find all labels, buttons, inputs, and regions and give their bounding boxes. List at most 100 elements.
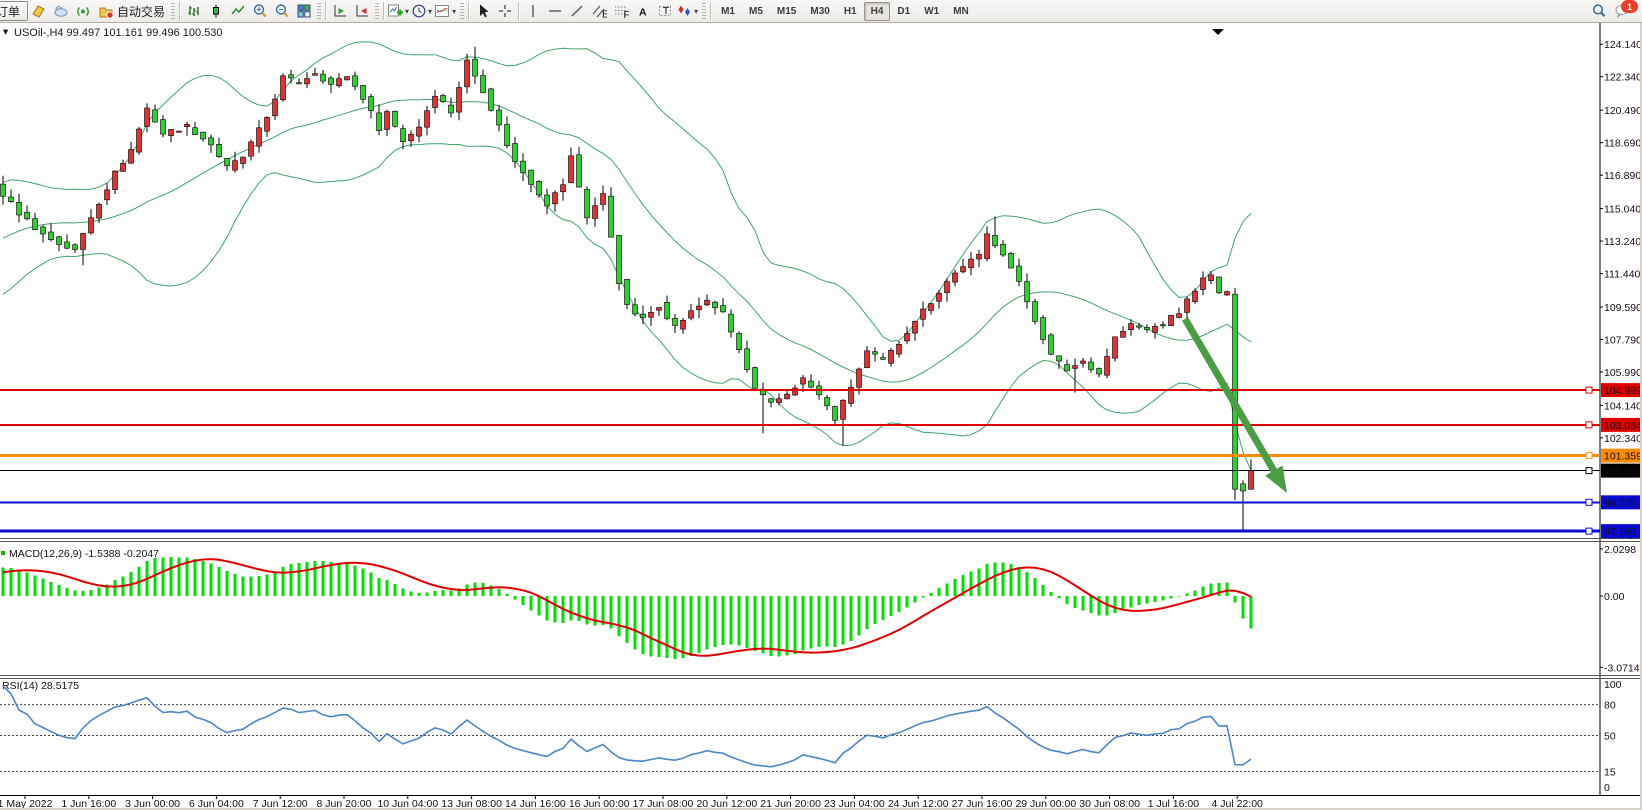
candle-body [344, 76, 350, 81]
bollinger-upper [2, 41, 1252, 342]
bar-chart-mode-icon[interactable] [183, 1, 205, 21]
tab-timeframe-mn[interactable]: MN [953, 5, 969, 17]
line-handle[interactable] [1585, 498, 1593, 506]
candle-body [488, 88, 494, 111]
candle-body [360, 84, 366, 100]
macd-legend-swatch [1, 551, 5, 555]
cursor-icon[interactable] [472, 1, 494, 21]
candlestick-mode-icon[interactable] [205, 1, 227, 21]
periods-button[interactable]: ▾ [411, 3, 434, 19]
tab-timeframe-d1[interactable]: D1 [897, 5, 911, 17]
new-chart-button[interactable]: ▾ [387, 3, 411, 19]
candle-body [944, 281, 950, 294]
price-tick-label: 113.240 [1604, 236, 1641, 248]
tab-timeframe-m1[interactable]: M1 [721, 5, 735, 17]
price-chart[interactable]: ▾ USOil-,H4 99.497 101.161 99.496 100.53… [0, 23, 1642, 810]
search-icon[interactable] [1588, 1, 1610, 21]
chart-shift-icon[interactable] [329, 1, 351, 21]
last-bar-marker[interactable] [1212, 29, 1224, 35]
fibonacci-tool-icon[interactable]: F [610, 1, 632, 21]
time-tick-label: 24 Jun 12:00 [888, 798, 949, 810]
candle-body [352, 75, 358, 87]
rsi-label: RSI(14) 28.5175 [2, 680, 79, 692]
candle-body [48, 231, 54, 240]
price-line-label [1601, 524, 1641, 539]
candle-body [688, 310, 694, 319]
candle-body [608, 195, 614, 238]
price-tick-label: 120.490 [1604, 105, 1642, 117]
autotrading-label: 自动交易 [117, 4, 166, 19]
signals-icon[interactable] [72, 1, 94, 21]
candle-body [1184, 298, 1190, 313]
candle-body [504, 124, 510, 147]
line-handle[interactable] [1585, 421, 1593, 429]
candle-body [168, 129, 174, 136]
text-tool-icon[interactable]: A [632, 1, 654, 21]
svg-text:T: T [663, 5, 670, 17]
tab-timeframe-m5[interactable]: M5 [749, 5, 763, 17]
tab-timeframe-w1[interactable]: W1 [924, 5, 940, 17]
price-tick-label: 124.140 [1604, 39, 1642, 51]
new-order-button[interactable]: 订单 [0, 1, 29, 21]
vertical-line-tool-icon[interactable] [522, 1, 544, 21]
price-line-label-text: 101.359 [1604, 451, 1642, 463]
candle-body [616, 235, 622, 285]
horizontal-line-tool-icon[interactable] [544, 1, 566, 21]
trendline-tool-icon[interactable] [566, 1, 588, 21]
trend-arrow-head[interactable] [1265, 465, 1287, 494]
time-axis[interactable]: 1 May 2022 1 Jun 16:00 3 Jun 00:00 6 Jun 04… [0, 795, 1263, 810]
price-line-label-text: 100.530 [1604, 466, 1642, 478]
tile-windows-icon[interactable] [293, 1, 315, 21]
candle-body [1032, 301, 1038, 322]
time-tick-label: 8 Jun 20:00 [317, 798, 372, 810]
auto-scroll-icon[interactable] [351, 1, 373, 21]
chart-area[interactable]: ▾ USOil-,H4 99.497 101.161 99.496 100.53… [0, 23, 1642, 810]
macd-pane[interactable] [1, 557, 1253, 659]
notifications-button[interactable]: 1 [1610, 0, 1638, 21]
candle-body [1080, 360, 1086, 364]
rsi-pane[interactable] [0, 685, 1600, 773]
main-pane[interactable] [0, 41, 1254, 531]
candle-body [952, 272, 958, 283]
candle-body [104, 189, 110, 201]
svg-text:F: F [624, 9, 630, 19]
chevron-down-icon: ▾ [428, 6, 433, 16]
tab-timeframe-h1[interactable]: H1 [843, 5, 857, 17]
line-handle[interactable] [1585, 386, 1593, 394]
candle-body [712, 301, 718, 309]
candle-body [336, 78, 342, 87]
trend-arrow-shaft[interactable] [1181, 317, 1277, 473]
zoom-in-icon[interactable] [249, 1, 271, 21]
candle-body [1168, 314, 1174, 326]
line-handle[interactable] [1585, 452, 1593, 460]
community-cloud-icon[interactable] [50, 1, 72, 21]
toolbar-grip [171, 3, 176, 19]
candle-body [216, 144, 222, 158]
line-chart-mode-icon[interactable] [227, 1, 249, 21]
candle-body [808, 380, 814, 388]
zoom-out-icon[interactable] [271, 1, 293, 21]
symbol-dropdown-icon[interactable]: ▾ [3, 26, 9, 38]
price-line-label [1601, 448, 1641, 463]
candle-body [112, 170, 118, 190]
candle-body [144, 107, 150, 127]
autotrading-button[interactable]: 自动交易 [94, 3, 169, 20]
rsi-axis-label: 50 [1604, 731, 1616, 743]
line-handle[interactable] [1585, 467, 1593, 475]
line-handle[interactable] [1585, 527, 1593, 535]
templates-button[interactable]: ▾ [434, 3, 458, 19]
macd-label: MACD(12,26,9) -1.5388 -0.2047 [9, 548, 159, 560]
equidistant-channel-icon[interactable]: E [588, 1, 610, 21]
quotes-book-icon[interactable] [28, 1, 50, 21]
candle-body [280, 75, 286, 101]
candle-body [1056, 355, 1062, 362]
candle-body [0, 183, 6, 197]
crosshair-icon[interactable] [494, 1, 516, 21]
text-label-tool-icon[interactable]: T [654, 1, 676, 21]
tab-timeframe-h4[interactable]: H4 [863, 1, 891, 21]
tab-timeframe-m15[interactable]: M15 [776, 5, 797, 17]
candle-body [184, 124, 190, 128]
candle-body [1088, 361, 1094, 371]
tab-timeframe-m30[interactable]: M30 [810, 5, 830, 17]
arrows-tool-button[interactable]: ▾ [676, 3, 700, 19]
